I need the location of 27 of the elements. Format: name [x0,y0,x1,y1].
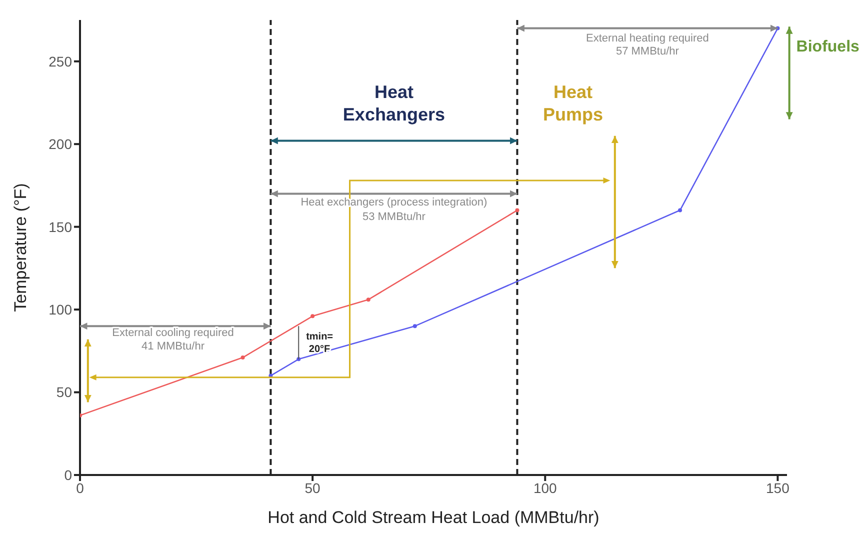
x-axis-title: Hot and Cold Stream Heat Load (MMBtu/hr) [268,508,600,527]
point [678,208,682,212]
y-tick-label: 200 [48,136,72,152]
annotation: External cooling required [112,327,234,340]
annotation: Heat Pumps [543,82,604,124]
point [412,324,417,328]
point [366,298,370,302]
x-tick-label: 0 [76,480,84,496]
y-tick-label: 50 [56,384,72,400]
point [515,208,520,212]
x-tick-label: 100 [533,480,558,496]
x-tick-label: 50 [304,480,321,496]
point [240,356,245,360]
text: Biofuels [796,38,860,56]
y-tick-label: 100 [48,302,72,318]
annotation: External heating required [586,32,709,45]
x-tick-label: 150 [766,480,790,496]
annotation: 57 MMBtu/hr [616,46,680,58]
y-tick-label: 0 [64,466,72,483]
point [310,314,315,318]
y-axis-title: Temperature (°F) [11,183,30,312]
annotation: 41 MMBtu/hr [142,340,205,352]
annotation: Heat Exchangers [342,82,445,124]
y-tick-label: 150 [48,218,72,235]
annotation: 53 MMBtu/hr [362,211,426,224]
y-tick-label: 250 [48,53,72,70]
annotation: tmin= 20°F [306,331,334,355]
